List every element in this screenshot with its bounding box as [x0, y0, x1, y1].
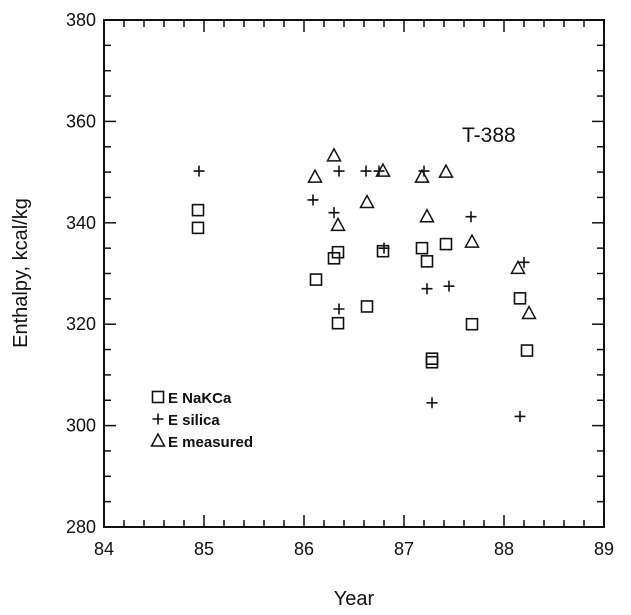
series-e-silica [193, 165, 530, 422]
series-e-nakca [191, 203, 534, 369]
axis-ticks [103, 19, 605, 528]
e-measured-point [414, 168, 430, 183]
e-measured-point [419, 208, 435, 223]
y-tick-label: 380 [66, 10, 96, 30]
e-silica-point [518, 256, 530, 268]
data-marks [191, 147, 537, 422]
x-tick-label: 85 [194, 539, 214, 559]
e-nakca-point [465, 317, 479, 331]
e-silica-point [378, 242, 390, 254]
e-nakca-point [191, 221, 205, 235]
e-nakca-point [415, 241, 429, 255]
e-measured-point [307, 168, 323, 183]
y-tick-label: 340 [66, 213, 96, 233]
y-tick-label: 280 [66, 517, 96, 537]
series-e-measured [307, 147, 537, 320]
e-silica-point [193, 165, 205, 177]
e-silica-point [443, 280, 455, 292]
e-nakca-point [439, 237, 453, 251]
e-silica-point [333, 165, 345, 177]
e-nakca-point [425, 355, 439, 369]
legend-label: E silica [168, 412, 220, 429]
legend-label: E NaKCa [168, 390, 232, 407]
x-tick-label: 87 [394, 539, 414, 559]
legend: E NaKCa E silica E measured [150, 390, 253, 451]
e-measured-point [375, 162, 391, 177]
e-nakca-point [331, 245, 345, 259]
e-measured-point [438, 163, 454, 178]
e-silica-point [333, 303, 345, 315]
e-measured-point [521, 304, 537, 320]
e-nakca-point [191, 203, 205, 217]
e-silica-point [328, 207, 340, 219]
e-measured-point [464, 233, 480, 248]
legend-marker [150, 432, 166, 447]
e-silica-point [514, 410, 526, 422]
e-silica-point [360, 165, 372, 177]
e-silica-point [421, 283, 433, 295]
y-tick-label: 320 [66, 314, 96, 334]
e-silica-point [307, 194, 319, 206]
e-nakca-point [331, 316, 345, 330]
x-tick-label: 84 [94, 539, 114, 559]
e-nakca-point [309, 273, 323, 286]
legend-marker [151, 390, 165, 404]
axis-tick-labels: 84 85 86 87 88 89 280 300 320 340 360 380 [66, 10, 614, 559]
e-measured-point [359, 193, 375, 209]
x-tick-label: 88 [494, 539, 514, 559]
e-nakca-point [360, 300, 374, 313]
e-nakca-point [420, 255, 434, 268]
x-tick-label: 89 [594, 539, 614, 559]
e-nakca-point [513, 292, 527, 305]
e-silica-point [465, 211, 477, 223]
y-axis-title: Enthalpy, kcal/kg [10, 198, 32, 348]
e-nakca-point [376, 244, 390, 258]
y-tick-label: 360 [66, 111, 96, 131]
x-tick-label: 86 [294, 539, 314, 559]
e-nakca-point [425, 352, 439, 365]
e-nakca-point [520, 344, 534, 357]
chart-annotation: T-388 [462, 124, 516, 147]
y-tick-label: 300 [66, 416, 96, 436]
e-silica-point [426, 397, 438, 409]
e-measured-point [330, 216, 346, 232]
legend-marker [152, 413, 164, 425]
legend-label: E measured [168, 434, 253, 451]
e-measured-point [510, 259, 526, 275]
x-axis-title: Year [334, 588, 375, 610]
e-measured-point [326, 147, 342, 162]
